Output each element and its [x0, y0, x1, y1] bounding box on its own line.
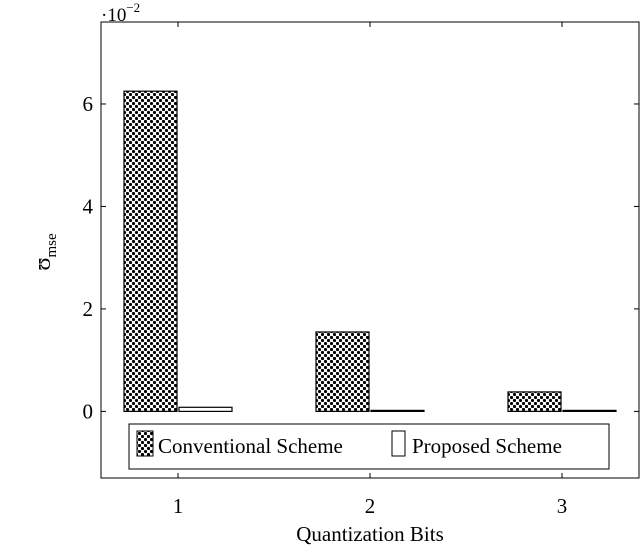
- bar-proposed-1: [178, 406, 233, 412]
- x-axis-label: Quantization Bits: [296, 522, 444, 546]
- legend: Conventional Scheme Proposed Scheme: [128, 423, 610, 470]
- x-tick-label: 1: [173, 494, 184, 518]
- x-tick-label: 2: [365, 494, 376, 518]
- y-tick-label: 2: [83, 297, 94, 321]
- y-tick-label: 4: [83, 194, 94, 218]
- bar-conventional-2: [315, 331, 370, 412]
- y-multiplier: ·10−2: [101, 0, 140, 26]
- y-axis-label: ʊmse: [30, 233, 60, 271]
- y-tick-label: 0: [83, 399, 94, 423]
- legend-box: [128, 423, 610, 470]
- legend-swatch-conventional: [136, 430, 154, 457]
- bar-proposed-3: [562, 409, 617, 412]
- axis-ticks: 0 2 4 6 1 2 3: [83, 22, 639, 518]
- bar-proposed-2: [370, 409, 425, 412]
- legend-swatch-proposed: [391, 430, 406, 457]
- bars: [123, 90, 617, 412]
- bar-conventional-1: [123, 90, 178, 412]
- bar-conventional-3: [507, 391, 562, 412]
- y-tick-label: 6: [83, 92, 94, 116]
- x-tick-label: 3: [557, 494, 568, 518]
- legend-label-proposed: Proposed Scheme: [412, 434, 562, 458]
- legend-label-conventional: Conventional Scheme: [158, 434, 343, 458]
